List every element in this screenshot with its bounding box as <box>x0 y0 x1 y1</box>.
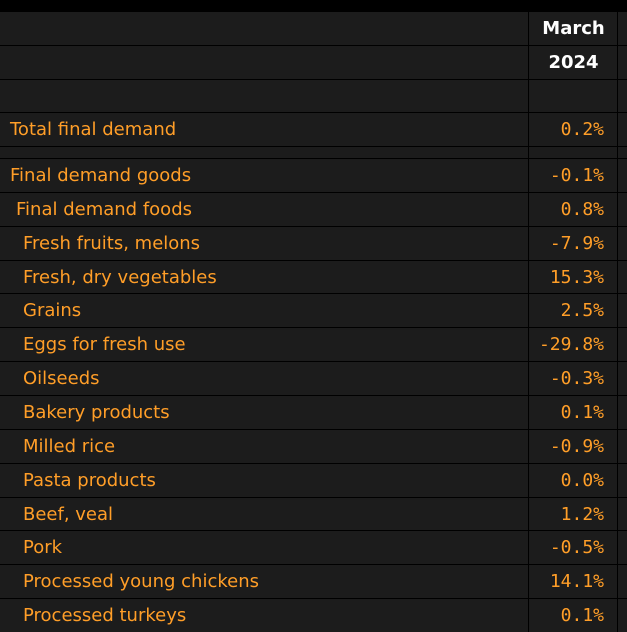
separator-value-cell <box>530 147 618 158</box>
row-value: -0.1% <box>530 159 618 192</box>
row-label: Fresh, dry vegetables <box>0 261 529 293</box>
header-row-year: 2024 <box>0 46 627 80</box>
row-tail-cell <box>619 328 627 361</box>
row-label: Oilseeds <box>0 362 529 395</box>
row-value: 0.8% <box>530 193 618 226</box>
row-label: Grains <box>0 294 529 327</box>
header-row-month: March <box>0 12 627 46</box>
row-label: Fresh fruits, melons <box>0 227 529 260</box>
table-row: Pasta products 0.0% <box>0 464 627 498</box>
row-tail-cell <box>619 565 627 598</box>
row-value: 14.1% <box>530 565 618 598</box>
table-row: Beef, veal 1.2% <box>0 498 627 531</box>
row-value: 0.1% <box>530 396 618 429</box>
header-label-cell <box>0 12 529 45</box>
row-tail-cell <box>619 430 627 463</box>
row-tail-cell <box>619 159 627 192</box>
spacer-value-cell <box>530 80 618 112</box>
row-label: Final demand goods <box>0 159 529 192</box>
row-label: Eggs for fresh use <box>0 328 529 361</box>
table-row: Oilseeds -0.3% <box>0 362 627 396</box>
row-value: 0.1% <box>530 599 618 632</box>
row-value: 0.2% <box>530 113 618 146</box>
section-separator-row <box>0 147 627 159</box>
row-tail-cell <box>619 396 627 429</box>
row-tail-cell <box>619 113 627 146</box>
table-row: Grains 2.5% <box>0 294 627 328</box>
header-tail-cell <box>619 46 627 79</box>
row-tail-cell <box>619 261 627 293</box>
row-value: -0.5% <box>530 531 618 564</box>
row-label: Final demand foods <box>0 193 529 226</box>
separator-label-cell <box>0 147 529 158</box>
row-tail-cell <box>619 498 627 530</box>
row-value: 2.5% <box>530 294 618 327</box>
column-header-year: 2024 <box>530 46 618 79</box>
row-value: -0.3% <box>530 362 618 395</box>
table-row: Fresh, dry vegetables 15.3% <box>0 261 627 294</box>
table-row: Processed turkeys 0.1% <box>0 599 627 632</box>
row-value: -0.9% <box>530 430 618 463</box>
row-label: Pork <box>0 531 529 564</box>
row-value: -29.8% <box>530 328 618 361</box>
table-row: Pork -0.5% <box>0 531 627 565</box>
row-tail-cell <box>619 193 627 226</box>
header-label-cell <box>0 46 529 79</box>
row-label: Processed turkeys <box>0 599 529 632</box>
row-value: 0.0% <box>530 464 618 497</box>
table-row-total: Total final demand 0.2% <box>0 113 627 147</box>
row-label: Total final demand <box>0 113 529 146</box>
row-tail-cell <box>619 362 627 395</box>
header-spacer-row <box>0 80 627 113</box>
row-tail-cell <box>619 599 627 632</box>
row-label: Milled rice <box>0 430 529 463</box>
table-row: Eggs for fresh use -29.8% <box>0 328 627 362</box>
row-value: -7.9% <box>530 227 618 260</box>
table-row: Processed young chickens 14.1% <box>0 565 627 599</box>
table-row: Final demand foods 0.8% <box>0 193 627 227</box>
spacer-label-cell <box>0 80 529 112</box>
table-row: Bakery products 0.1% <box>0 396 627 430</box>
row-value: 1.2% <box>530 498 618 530</box>
spacer-tail-cell <box>619 80 627 112</box>
row-tail-cell <box>619 531 627 564</box>
row-tail-cell <box>619 464 627 497</box>
column-header-month: March <box>530 12 618 45</box>
row-label: Beef, veal <box>0 498 529 530</box>
row-label: Pasta products <box>0 464 529 497</box>
row-label: Bakery products <box>0 396 529 429</box>
header-tail-cell <box>619 12 627 45</box>
table-row: Fresh fruits, melons -7.9% <box>0 227 627 261</box>
top-strip <box>0 0 627 12</box>
row-tail-cell <box>619 294 627 327</box>
table-row: Final demand goods -0.1% <box>0 159 627 193</box>
row-value: 15.3% <box>530 261 618 293</box>
separator-tail-cell <box>619 147 627 158</box>
row-label: Processed young chickens <box>0 565 529 598</box>
table-row: Milled rice -0.9% <box>0 430 627 464</box>
row-tail-cell <box>619 227 627 260</box>
